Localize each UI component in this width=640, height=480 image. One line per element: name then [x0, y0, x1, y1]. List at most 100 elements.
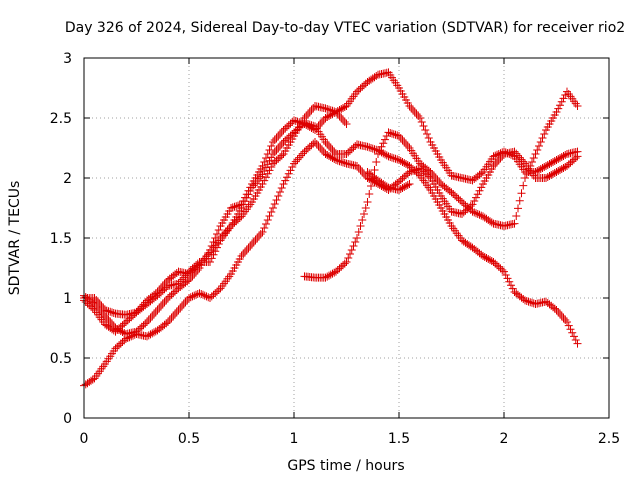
data-point — [95, 300, 104, 308]
data-point — [382, 182, 391, 191]
data-point — [251, 236, 260, 244]
data-point — [358, 216, 367, 224]
data-point — [407, 163, 416, 172]
data-point — [402, 182, 410, 190]
x-tick-labels: 0 0.5 1 1.5 2 2.5 — [80, 431, 621, 447]
data-point — [482, 254, 491, 262]
series-5 — [300, 87, 582, 282]
data-point — [365, 143, 374, 152]
data-point — [332, 108, 340, 116]
data-point — [176, 277, 185, 286]
data-point — [185, 294, 193, 302]
data-point — [171, 310, 179, 318]
data-point — [239, 200, 248, 209]
data-point — [508, 284, 517, 293]
data-point — [347, 145, 356, 154]
data-point — [234, 215, 242, 224]
data-point — [150, 310, 158, 318]
data-point — [512, 212, 521, 220]
data-point — [573, 152, 582, 161]
data-point — [552, 108, 561, 116]
data-point — [340, 118, 349, 126]
data-point — [339, 104, 347, 112]
data-point — [519, 295, 528, 303]
data-point — [477, 183, 486, 192]
data-point — [519, 181, 528, 190]
data-point — [333, 110, 342, 118]
data-point — [172, 308, 181, 316]
data-point — [262, 173, 270, 182]
data-point — [503, 274, 512, 283]
data-point — [389, 154, 398, 163]
data-point — [258, 162, 267, 170]
data-point — [288, 163, 297, 171]
data-point — [181, 271, 190, 280]
data-point — [185, 267, 193, 276]
data-point — [426, 168, 435, 176]
data-point — [179, 273, 188, 282]
y-tick-label: 0.5 — [50, 351, 72, 367]
data-point — [372, 145, 381, 154]
data-point — [188, 292, 197, 301]
data-point — [104, 307, 113, 316]
data-point — [431, 174, 440, 182]
data-point — [304, 144, 312, 153]
data-point — [552, 168, 561, 176]
chart-title: Day 326 of 2024, Sidereal Day-to-day VTE… — [65, 20, 625, 36]
data-point — [316, 144, 325, 152]
data-point — [209, 250, 218, 259]
data-point — [174, 279, 183, 288]
data-point — [351, 142, 360, 150]
data-point — [557, 97, 566, 106]
data-point — [389, 130, 398, 139]
data-point — [270, 200, 279, 208]
y-tick-label: 2 — [63, 171, 72, 187]
data-point — [535, 142, 543, 150]
data-point — [398, 158, 407, 166]
y-tick-label: 3 — [63, 51, 72, 67]
data-point — [192, 290, 200, 299]
data-point — [237, 252, 246, 260]
data-point — [410, 166, 419, 175]
data-point — [396, 185, 405, 193]
data-point — [549, 158, 557, 166]
data-point — [407, 104, 416, 112]
data-point — [144, 331, 153, 340]
data-point — [526, 162, 535, 170]
data-point — [148, 329, 157, 338]
data-point — [400, 172, 409, 181]
data-point — [279, 126, 288, 134]
data-point — [277, 151, 286, 160]
data-point — [391, 130, 400, 139]
data-point — [171, 287, 179, 296]
data-point — [447, 188, 456, 197]
data-point — [354, 86, 363, 94]
data-point — [265, 146, 274, 154]
data-point — [328, 154, 337, 162]
data-point — [452, 193, 461, 202]
data-point — [281, 136, 290, 145]
data-point — [186, 266, 195, 274]
data-point — [473, 210, 482, 218]
data-point — [227, 204, 235, 212]
data-point — [556, 154, 564, 162]
data-point — [559, 164, 568, 172]
data-point — [501, 271, 510, 279]
data-point — [197, 290, 206, 298]
data-point — [276, 188, 284, 196]
data-point — [272, 156, 281, 165]
data-point — [186, 293, 195, 302]
data-point — [563, 318, 571, 326]
data-point — [326, 106, 335, 115]
data-point — [396, 134, 405, 142]
data-point — [554, 155, 563, 163]
data-point — [193, 259, 202, 268]
data-point — [325, 142, 333, 150]
data-point — [561, 316, 570, 324]
data-point — [517, 155, 526, 164]
data-point — [430, 172, 438, 180]
data-point — [470, 208, 479, 217]
data-point — [347, 246, 356, 254]
data-point — [326, 270, 335, 279]
data-point — [417, 118, 426, 126]
